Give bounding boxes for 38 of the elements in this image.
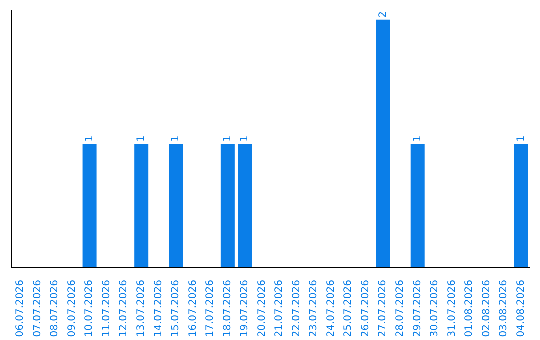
x-tick-label: 03.08.2026: [498, 280, 510, 338]
x-tick-label: 31.07.2026: [446, 280, 458, 338]
x-tick-label: 06.07.2026: [15, 280, 26, 338]
data-label: 2: [378, 12, 389, 18]
data-label: 1: [170, 136, 182, 142]
data-label: 1: [136, 136, 148, 142]
x-tick-label: 23.07.2026: [308, 280, 320, 338]
x-tick-label: 10.07.2026: [84, 280, 96, 338]
x-tick-label: 13.07.2026: [136, 280, 147, 338]
x-tick-label: 07.07.2026: [32, 280, 44, 338]
x-tick-label: 16.07.2026: [188, 280, 199, 338]
x-tick-label: 08.07.2026: [50, 280, 61, 338]
x-tick-label: 04.08.2026: [516, 280, 527, 338]
x-tick-label: 02.08.2026: [481, 280, 492, 338]
data-label: 1: [84, 136, 96, 142]
x-tick-label: 26.07.2026: [360, 280, 372, 338]
x-tick-label: 29.07.2026: [412, 280, 424, 338]
x-tick-label: 18.07.2026: [222, 280, 234, 338]
x-tick-label: 30.07.2026: [430, 280, 441, 338]
data-label: 1: [240, 136, 251, 142]
x-tick-label: 17.07.2026: [205, 280, 216, 338]
data-label: 1: [516, 136, 527, 142]
x-tick-label: 11.07.2026: [101, 280, 112, 338]
x-tick-label: 14.07.2026: [153, 280, 164, 338]
x-tick-label: 20.07.2026: [256, 280, 268, 338]
x-tick-label: 19.07.2026: [240, 280, 251, 338]
data-label: 1: [222, 136, 234, 142]
x-tick-label: 27.07.2026: [378, 280, 389, 338]
data-label: 1: [412, 136, 424, 142]
x-tick-label: 24.07.2026: [326, 280, 337, 338]
x-tick-label: 21.07.2026: [274, 280, 286, 338]
x-tick-label: 15.07.2026: [170, 280, 182, 338]
x-tick-label: 09.07.2026: [66, 280, 78, 338]
x-tick-label: 12.07.2026: [118, 280, 130, 338]
x-tick-label: 01.08.2026: [464, 280, 476, 338]
x-tick-label: 22.07.2026: [291, 280, 302, 338]
x-tick-label: 25.07.2026: [343, 280, 354, 338]
x-tick-label: 28.07.2026: [395, 280, 406, 338]
